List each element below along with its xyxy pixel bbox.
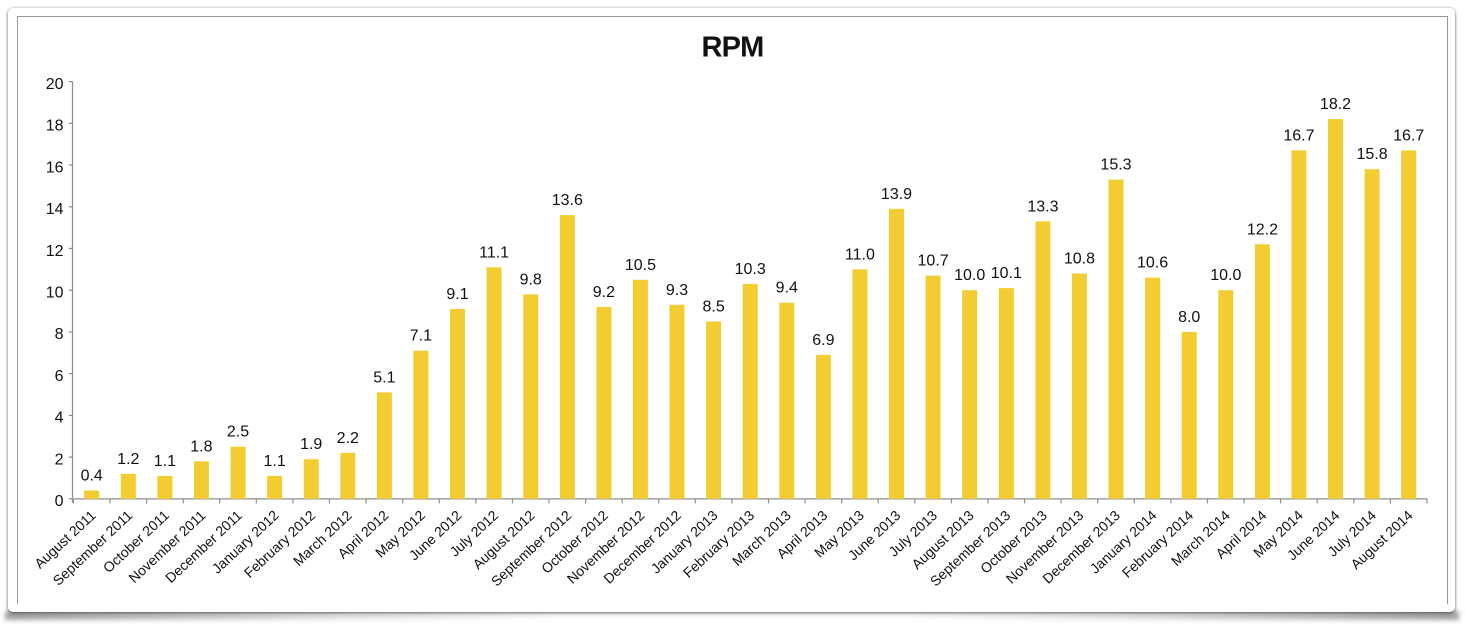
svg-text:10.7: 10.7 — [918, 253, 949, 270]
svg-text:9.8: 9.8 — [520, 271, 542, 288]
svg-text:18: 18 — [46, 118, 64, 135]
svg-text:9.2: 9.2 — [593, 284, 615, 301]
svg-text:8.0: 8.0 — [1178, 309, 1200, 326]
svg-text:1.1: 1.1 — [263, 453, 285, 470]
svg-text:1.1: 1.1 — [154, 453, 176, 470]
svg-text:10: 10 — [46, 285, 64, 302]
svg-text:13.3: 13.3 — [1027, 198, 1058, 215]
svg-text:10.6: 10.6 — [1137, 255, 1168, 272]
svg-text:12: 12 — [46, 243, 64, 260]
svg-text:1.8: 1.8 — [190, 438, 212, 455]
svg-text:20: 20 — [46, 76, 64, 93]
svg-text:9.3: 9.3 — [666, 282, 688, 299]
svg-text:8: 8 — [55, 326, 64, 343]
svg-text:RPM: RPM — [701, 32, 763, 64]
svg-text:14: 14 — [46, 201, 64, 218]
svg-text:12.2: 12.2 — [1247, 221, 1278, 238]
svg-text:7.1: 7.1 — [410, 328, 432, 345]
svg-text:1.9: 1.9 — [300, 436, 322, 453]
svg-text:4: 4 — [55, 410, 64, 427]
svg-text:10.5: 10.5 — [625, 257, 656, 274]
svg-text:10.0: 10.0 — [1210, 267, 1241, 284]
svg-text:13.6: 13.6 — [552, 192, 583, 209]
svg-text:2.2: 2.2 — [337, 430, 359, 447]
svg-text:6.9: 6.9 — [812, 332, 834, 349]
svg-text:11.1: 11.1 — [479, 244, 509, 261]
svg-text:10.0: 10.0 — [954, 267, 985, 284]
svg-text:15.3: 15.3 — [1100, 157, 1131, 174]
svg-text:13.9: 13.9 — [881, 186, 912, 203]
svg-text:9.4: 9.4 — [776, 280, 798, 297]
svg-text:10.8: 10.8 — [1064, 251, 1095, 268]
svg-text:10.3: 10.3 — [735, 261, 766, 278]
svg-text:9.1: 9.1 — [446, 286, 468, 303]
svg-text:18.2: 18.2 — [1320, 96, 1351, 113]
svg-text:2.5: 2.5 — [227, 424, 249, 441]
svg-text:15.8: 15.8 — [1357, 146, 1388, 163]
svg-text:2: 2 — [55, 451, 64, 468]
svg-text:0: 0 — [55, 493, 64, 510]
svg-text:16: 16 — [46, 159, 64, 176]
svg-text:1.2: 1.2 — [117, 451, 139, 468]
svg-text:16.7: 16.7 — [1393, 127, 1424, 144]
svg-text:8.5: 8.5 — [702, 299, 724, 316]
svg-text:6: 6 — [55, 368, 64, 385]
svg-text:5.1: 5.1 — [373, 369, 395, 386]
svg-text:10.1: 10.1 — [991, 265, 1022, 282]
svg-text:11.0: 11.0 — [845, 246, 875, 263]
svg-text:0.4: 0.4 — [81, 468, 103, 485]
svg-text:16.7: 16.7 — [1283, 127, 1314, 144]
